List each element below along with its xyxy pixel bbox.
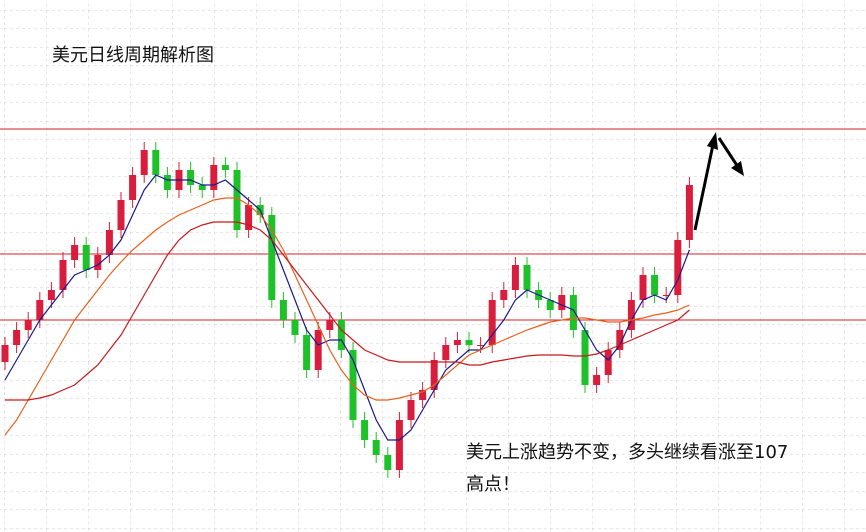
candle-body <box>372 440 380 455</box>
candle-body <box>430 360 438 390</box>
candle-body <box>291 320 299 335</box>
candle-body <box>314 330 322 370</box>
candle-body <box>651 275 659 295</box>
candle-body <box>198 185 206 190</box>
candle-body <box>47 290 55 300</box>
candle-body <box>419 390 427 400</box>
candle-body <box>152 150 160 175</box>
annotation: 高点！ <box>466 474 520 495</box>
candle-body <box>488 300 496 345</box>
candle-body <box>511 265 519 290</box>
candle-body <box>13 330 21 345</box>
candle-body <box>36 300 44 320</box>
candle-body <box>59 260 67 290</box>
candle-body <box>604 350 612 375</box>
candle-body <box>500 290 508 300</box>
candle-body <box>581 330 589 385</box>
arrow <box>717 137 740 168</box>
candle-body <box>384 455 392 470</box>
candle-body <box>24 320 32 330</box>
moving-average <box>4 197 690 436</box>
candle-body <box>337 320 345 350</box>
candle-body <box>279 300 287 320</box>
candle-body <box>685 185 693 240</box>
candle-body <box>163 175 171 190</box>
plot <box>0 128 866 478</box>
annotation: 美元上涨趋势不变，多头继续看涨至107 <box>466 442 788 463</box>
candle-body <box>407 400 415 420</box>
candle-body <box>674 240 682 295</box>
candle-body <box>268 215 276 300</box>
candle-body <box>245 205 253 230</box>
candle-body <box>1 345 9 362</box>
candle-body <box>593 375 601 385</box>
candle-body <box>453 340 461 345</box>
candle-body <box>105 230 113 255</box>
arrow-head <box>731 161 744 176</box>
candle-body <box>477 345 485 346</box>
chart-title: 美元日线周期解析图 <box>52 45 214 66</box>
candle-body <box>442 345 450 360</box>
candle-body <box>129 175 137 200</box>
candle-body <box>627 300 635 330</box>
candle-body <box>221 165 229 170</box>
moving-average <box>5 221 690 401</box>
candle-body <box>465 340 473 345</box>
candle-body <box>639 275 647 300</box>
candle-body <box>569 295 577 330</box>
candle-body <box>140 150 148 175</box>
candle-body <box>546 300 554 310</box>
candle-body <box>187 170 195 185</box>
moving-average <box>4 174 690 441</box>
candle-body <box>117 200 125 230</box>
candle-body <box>558 295 566 310</box>
candle-body <box>210 165 218 190</box>
candle-body <box>326 320 334 330</box>
candle-body <box>94 255 102 270</box>
candle-body <box>361 420 369 440</box>
candle-body <box>82 245 90 270</box>
candle-body <box>303 335 311 370</box>
arrow-head <box>707 132 718 150</box>
candle-body <box>233 170 241 230</box>
candle-body <box>523 265 531 290</box>
candle-body <box>395 420 403 470</box>
candle-body <box>71 245 79 260</box>
candle-body <box>662 295 670 296</box>
candle-body <box>616 330 624 350</box>
arrow <box>693 139 716 231</box>
